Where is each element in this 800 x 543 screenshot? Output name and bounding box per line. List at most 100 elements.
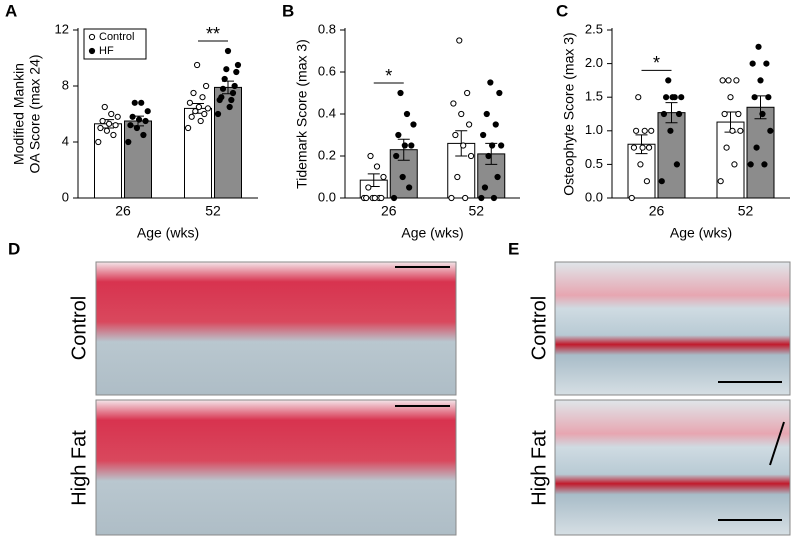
data-point — [456, 37, 463, 44]
data-point — [480, 131, 487, 139]
data-point — [125, 138, 132, 146]
data-point — [127, 122, 134, 129]
data-point — [393, 152, 400, 160]
data-point — [648, 127, 655, 134]
data-point — [105, 120, 113, 127]
panel-e: E Control High Fat — [508, 239, 791, 536]
data-point — [99, 117, 106, 125]
data-point — [643, 178, 651, 185]
row-label: Control — [68, 296, 90, 360]
data-point — [723, 144, 730, 151]
data-point — [757, 77, 764, 84]
data-point — [729, 127, 736, 134]
data-point — [460, 142, 467, 149]
data-point — [214, 110, 222, 118]
y-axis-label: OA Score (max 24) — [27, 54, 43, 173]
data-point — [131, 99, 138, 106]
data-point — [195, 103, 202, 111]
legend-label: HF — [99, 45, 114, 57]
data-point — [363, 194, 370, 202]
bar — [746, 106, 775, 199]
histology-image — [95, 261, 457, 396]
significance-label: * — [653, 53, 660, 73]
histology-image — [554, 399, 791, 536]
data-point — [110, 131, 117, 139]
y-axis-label: Osteophyte Score (max 3) — [561, 32, 577, 195]
data-point — [373, 163, 381, 170]
y-tick-label: 8 — [62, 77, 69, 92]
bar — [184, 107, 212, 199]
data-point — [628, 194, 635, 202]
data-point — [103, 127, 111, 134]
data-point — [367, 152, 374, 160]
data-point — [630, 144, 638, 151]
data-point — [380, 173, 387, 181]
y-tick-label: 0.0 — [585, 189, 603, 204]
data-point — [406, 184, 413, 191]
y-tick-label: 2.0 — [585, 55, 603, 70]
x-axis-label: Age (wks) — [670, 225, 732, 241]
data-point — [665, 77, 672, 84]
data-point — [458, 110, 465, 118]
data-point — [717, 178, 724, 185]
data-point — [490, 194, 498, 202]
data-point — [749, 60, 756, 67]
data-point — [464, 89, 471, 97]
data-point — [218, 94, 225, 101]
data-point — [395, 131, 402, 139]
y-tick-label: 0.8 — [318, 21, 336, 36]
data-point — [761, 161, 768, 168]
data-point — [397, 89, 404, 97]
panel-label: D — [8, 239, 20, 258]
legend-marker — [88, 33, 96, 41]
legend-marker — [88, 47, 96, 55]
data-point — [466, 121, 473, 128]
data-point — [719, 77, 726, 84]
y-tick-label: 1.5 — [585, 89, 603, 104]
panel-d: D Control High Fat — [8, 239, 457, 536]
data-point — [645, 144, 653, 151]
data-point — [663, 94, 670, 101]
data-point — [637, 161, 644, 168]
data-point — [226, 103, 233, 111]
data-point — [751, 94, 758, 101]
y-tick-label: 0.4 — [318, 105, 336, 120]
x-axis-label: Age (wks) — [401, 225, 463, 241]
data-point — [481, 184, 489, 191]
data-point — [188, 113, 195, 120]
bar — [94, 123, 122, 199]
data-point — [97, 124, 104, 132]
histology-image — [554, 261, 791, 396]
data-point — [197, 117, 204, 125]
data-point — [763, 60, 770, 67]
y-tick-label: 4 — [62, 133, 69, 148]
bar — [214, 86, 242, 199]
data-point — [365, 184, 372, 191]
legend-label: Control — [99, 31, 134, 43]
y-axis-label: Modified Mankin — [11, 63, 27, 165]
y-tick-label: 12 — [55, 21, 69, 36]
data-point — [494, 173, 501, 181]
data-point — [229, 89, 237, 97]
data-point — [489, 142, 496, 149]
panel-label: E — [508, 239, 519, 258]
data-point — [101, 103, 108, 111]
data-point — [204, 105, 211, 112]
data-point — [731, 161, 738, 168]
data-point — [112, 122, 119, 129]
data-point — [462, 194, 469, 202]
error-bar — [635, 134, 648, 155]
arrow — [769, 421, 785, 466]
data-point — [410, 121, 417, 128]
x-tick-label: 26 — [649, 203, 665, 219]
data-point — [199, 94, 206, 101]
data-point — [228, 96, 235, 104]
data-point — [448, 194, 455, 202]
data-point — [114, 113, 121, 120]
data-point — [485, 152, 492, 160]
y-tick-label: 2.5 — [585, 21, 603, 36]
row-label: High Fat — [68, 430, 90, 506]
data-point — [194, 61, 201, 69]
data-point — [234, 61, 242, 69]
